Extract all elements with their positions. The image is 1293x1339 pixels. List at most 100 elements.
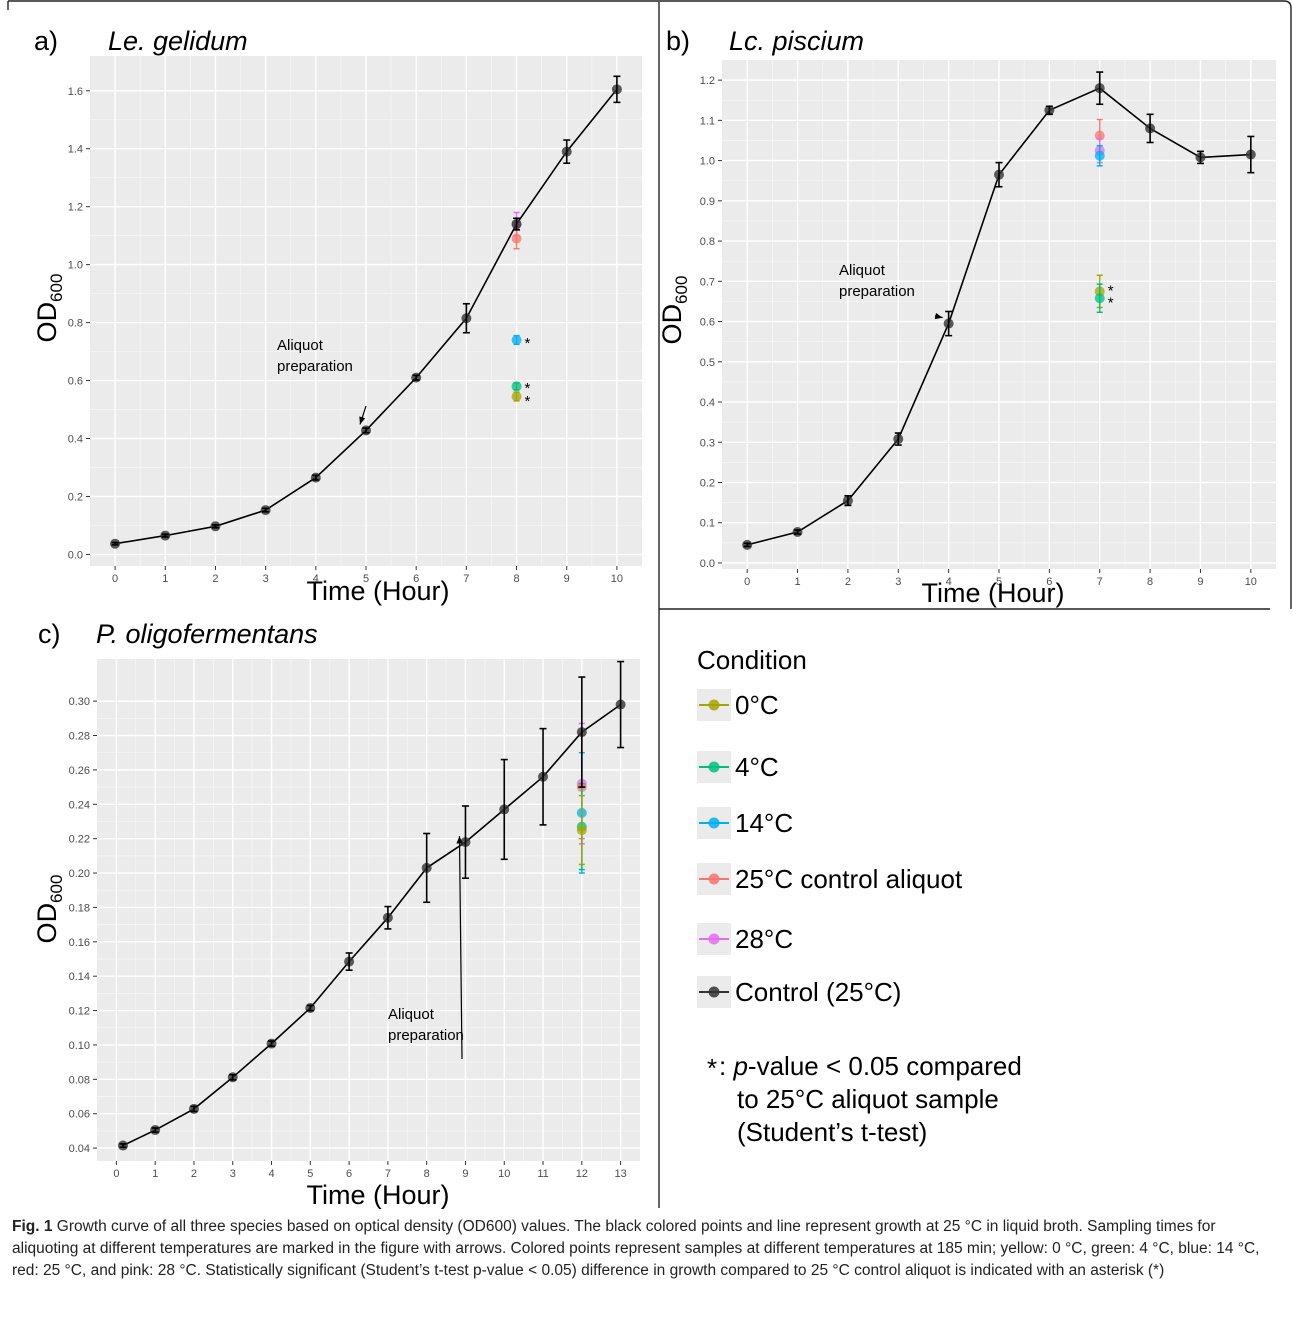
aliquot-marker (511, 381, 522, 392)
x-tick-label: 7 (1097, 576, 1103, 588)
y-tick-label: 0.22 (69, 834, 90, 846)
aliquot-marker (1094, 150, 1105, 161)
control-point (1195, 150, 1206, 165)
control-point (994, 161, 1004, 188)
x-tick-label: 6 (346, 1168, 352, 1180)
aliquot-marker (576, 825, 587, 836)
x-tick-label: 3 (895, 576, 901, 588)
control-point (499, 758, 510, 861)
control-point (842, 494, 853, 507)
control-point (792, 526, 803, 537)
significance-asterisk: * (525, 393, 531, 410)
y-tick-label: 0.9 (700, 196, 715, 208)
x-tick-label: 10 (611, 573, 623, 585)
legend-entry: 0°C (697, 689, 779, 721)
control-point (742, 539, 753, 550)
aliquot-marker (511, 233, 522, 244)
x-tick-label: 2 (845, 576, 851, 588)
y-tick-label: 0.8 (68, 318, 83, 330)
x-tick-label: 13 (614, 1168, 626, 1180)
note-line-3: (Student’s t-test) (737, 1117, 927, 1147)
x-tick-label: 9 (564, 573, 570, 585)
y-tick-label: 1.4 (68, 144, 83, 156)
x-tick-label: 1 (794, 576, 800, 588)
x-tick-label: 1 (162, 573, 168, 585)
x-tick-label: 3 (263, 573, 269, 585)
x-tick-label: 0 (112, 573, 118, 585)
y-tick-label: 1.1 (700, 115, 715, 127)
x-axis-title: Time (Hour) (306, 1180, 449, 1209)
control-point (382, 905, 393, 930)
legend-key-marker (708, 817, 720, 829)
control-point (260, 505, 271, 516)
x-tick-label: 9 (462, 1168, 468, 1180)
x-tick-label: 7 (385, 1168, 391, 1180)
x-tick-label: 1 (152, 1168, 158, 1180)
panel-species-title: Lc. piscium (729, 26, 864, 56)
aliquot-point (576, 794, 587, 866)
panel-species-title: P. oligofermentans (96, 619, 318, 649)
x-tick-label: 6 (1046, 576, 1052, 588)
legend-entry: Control (25°C) (697, 976, 901, 1008)
aliquot-point (511, 334, 522, 346)
aliquot-point (1094, 144, 1105, 167)
y-tick-label: 0.24 (69, 799, 90, 811)
x-tick-label: 4 (946, 576, 952, 588)
figure-caption: Fig. 1 Growth curve of all three species… (12, 1216, 1280, 1282)
y-tick-label: 0.3 (700, 437, 715, 449)
x-axis-title: Time (Hour) (921, 578, 1064, 608)
x-tick-label: 2 (191, 1168, 197, 1180)
y-tick-label: 0.04 (69, 1143, 90, 1155)
annotation-arrow-head (456, 836, 463, 844)
panel-letter: b) (666, 26, 690, 56)
control-point (943, 310, 954, 337)
legend-label: 4°C (735, 752, 779, 782)
x-tick-label: 10 (1245, 576, 1257, 588)
y-tick-label: 0.2 (700, 477, 715, 489)
control-point (893, 432, 904, 446)
legend-entry: 4°C (697, 751, 779, 783)
legend: Condition 0°C 4°C 14°C 25°C control aliquot… (697, 645, 1022, 1147)
y-tick-label: 0.28 (69, 731, 90, 743)
control-point (615, 660, 626, 749)
caption-label: Fig. 1 (12, 1218, 53, 1235)
y-tick-label: 0.16 (69, 937, 90, 949)
aliquot-point (511, 391, 522, 402)
control-point (461, 302, 472, 334)
legend-key-marker (708, 761, 720, 773)
control-point (150, 1125, 161, 1136)
aliquot-marker (511, 391, 522, 402)
control-point (188, 1103, 199, 1114)
control-point (421, 832, 432, 904)
x-tick-label: 5 (363, 573, 369, 585)
y-axis-title: OD600 (32, 274, 66, 343)
aliquot-annotation: Aliquot preparation (839, 262, 915, 300)
y-tick-label: 0.7 (700, 276, 715, 288)
legend-label: 14°C (735, 808, 793, 838)
y-tick-label: 1.2 (68, 202, 83, 214)
y-tick-label: 1.0 (700, 156, 715, 168)
note-line-2: to 25°C aliquot sample (737, 1084, 999, 1114)
annotation-arrow-shaft (458, 836, 463, 1060)
control-point (511, 217, 522, 231)
x-tick-label: 5 (996, 576, 1002, 588)
y-tick-label: 0.06 (69, 1109, 90, 1121)
panel-letter: c) (38, 619, 61, 649)
control-point (1145, 113, 1156, 144)
x-tick-label: 4 (268, 1168, 274, 1180)
panel-b-chart: 0 1 2 3 4 5 6 7 8 9 10 0.0 0.1 0.2 0.3 0.4 0.5 0.6 0.7 0.8 0… (659, 26, 1276, 608)
y-tick-label: 1.6 (68, 86, 83, 98)
panel-species-title: Le. gelidum (108, 26, 248, 56)
significance-asterisk: * (1108, 294, 1114, 311)
legend-label: 28°C (735, 924, 793, 954)
control-point (460, 805, 471, 879)
y-tick-label: 0.18 (69, 902, 90, 914)
y-tick-label: 0.4 (68, 434, 83, 446)
aliquot-point (511, 381, 522, 392)
control-point (1094, 71, 1105, 106)
legend-key-marker (708, 986, 720, 998)
legend-label: 0°C (735, 690, 779, 720)
x-tick-label: 2 (212, 573, 218, 585)
legend-entries: 0°C 4°C 14°C 25°C control aliquot 28°C Contro… (697, 689, 963, 1008)
control-point (110, 538, 121, 549)
